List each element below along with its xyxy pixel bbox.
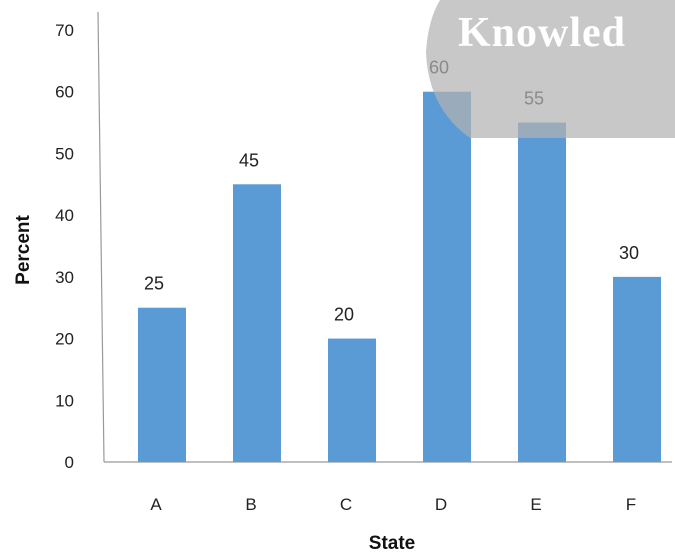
watermark-shape <box>426 0 675 138</box>
data-label-A: 25 <box>144 274 164 294</box>
y-tick-label: 40 <box>55 206 74 225</box>
x-tick-label-E: E <box>530 495 541 514</box>
bar-E <box>518 122 566 463</box>
y-tick-label: 60 <box>55 83 74 102</box>
y-tick-label: 70 <box>55 21 74 40</box>
bar-C <box>328 338 376 462</box>
x-tick-labels: A B C D E F <box>150 495 636 514</box>
y-tick-label: 50 <box>55 144 74 163</box>
x-axis-title: State <box>369 533 415 552</box>
bar-A <box>138 307 186 462</box>
x-tick-label-D: D <box>435 495 447 514</box>
y-tick-label: 30 <box>55 268 74 287</box>
y-tick-label: 0 <box>65 453 74 472</box>
x-tick-label-C: C <box>340 495 352 514</box>
data-label-B: 45 <box>239 150 259 170</box>
bar-D <box>423 91 471 462</box>
y-axis-line <box>97 11 105 463</box>
y-tick-label: 20 <box>55 330 74 349</box>
watermark-text: Knowled <box>458 10 626 56</box>
bar-B <box>233 184 281 463</box>
y-tick-label: 10 <box>55 391 74 410</box>
y-axis-title: Percent <box>13 214 34 284</box>
x-tick-label-F: F <box>626 495 636 514</box>
watermark: Knowled <box>426 0 675 138</box>
bar-F <box>613 276 661 462</box>
data-label-F: 30 <box>619 243 639 263</box>
data-label-C: 20 <box>334 305 354 325</box>
x-tick-label-B: B <box>245 495 256 514</box>
x-tick-label-A: A <box>150 495 162 514</box>
y-tick-labels: 0 10 20 30 40 50 60 70 <box>55 21 74 472</box>
